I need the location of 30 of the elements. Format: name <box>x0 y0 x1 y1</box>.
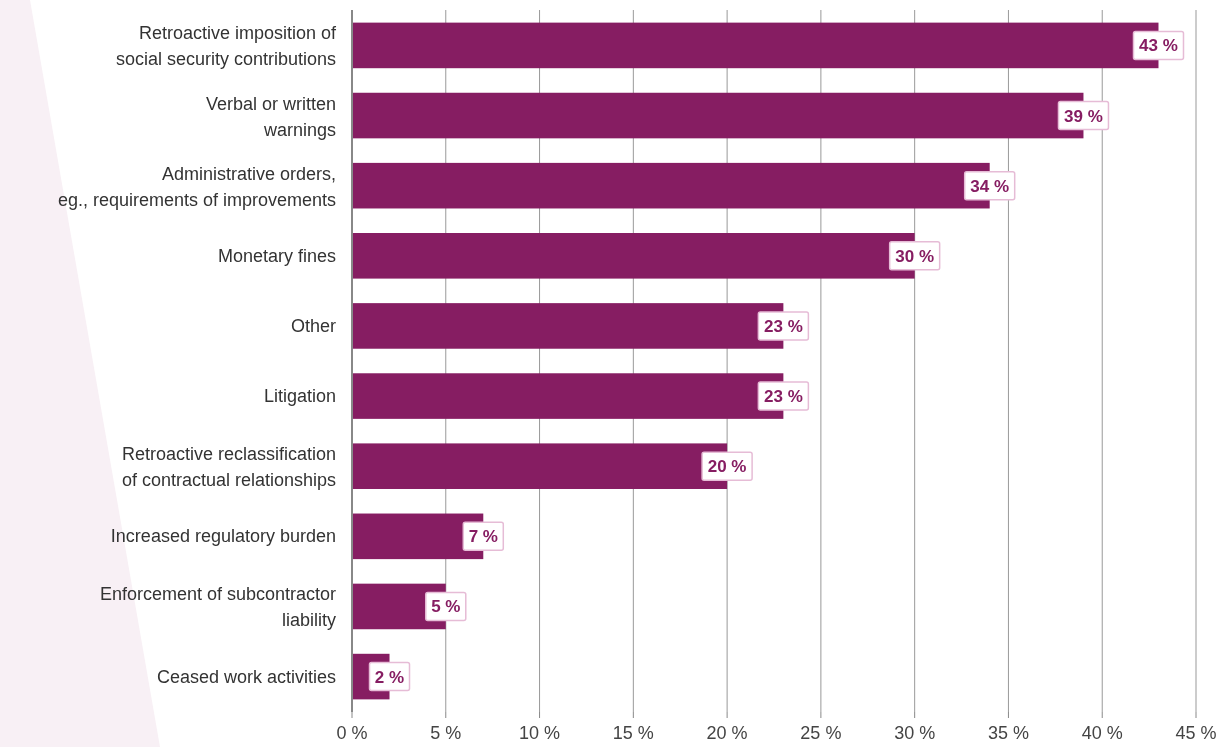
x-tick-label: 40 % <box>1081 723 1123 743</box>
x-tick-label: 35 % <box>987 723 1029 743</box>
y-tick-label: Increased regulatory burden <box>110 526 336 547</box>
y-tick-label: Ceased work activities <box>156 666 336 687</box>
x-tick-label: 20 % <box>706 723 748 743</box>
data-label: 20 % <box>707 457 747 477</box>
y-tick-label: Administrative orders, eg., requirements of improvements <box>57 163 336 210</box>
x-tick-label: 5 % <box>430 723 462 743</box>
x-tick-label: 0 % <box>336 723 368 743</box>
data-label: 30 % <box>895 246 935 266</box>
data-label: 23 % <box>764 316 803 336</box>
x-tick-label: 25 % <box>800 723 842 743</box>
data-label: 39 % <box>1064 106 1103 126</box>
y-tick-label: Verbal or written warnings <box>205 93 336 140</box>
y-tick-label: Retroactive imposition of social security contributions <box>115 23 337 70</box>
y-tick-label: Monetary fines <box>217 245 336 266</box>
data-label: 7 % <box>468 527 498 547</box>
x-tick-label: 15 % <box>612 723 654 743</box>
y-tick-label: Retroactive reclassification of contractual relationships <box>121 444 336 491</box>
data-label: 5 % <box>431 597 461 617</box>
data-label: 23 % <box>764 387 803 407</box>
data-label: 34 % <box>970 176 1010 196</box>
x-tick-label: 30 % <box>894 723 936 743</box>
x-tick-label: 45 % <box>1175 723 1217 743</box>
y-tick-label: Enforcement of subcontractor liability <box>99 584 336 631</box>
x-tick-label: 10 % <box>519 723 561 743</box>
y-tick-label: Litigation <box>263 386 336 407</box>
data-label: 43 % <box>1139 36 1178 56</box>
y-tick-label: Other <box>290 315 336 336</box>
data-label: 2 % <box>374 667 405 687</box>
